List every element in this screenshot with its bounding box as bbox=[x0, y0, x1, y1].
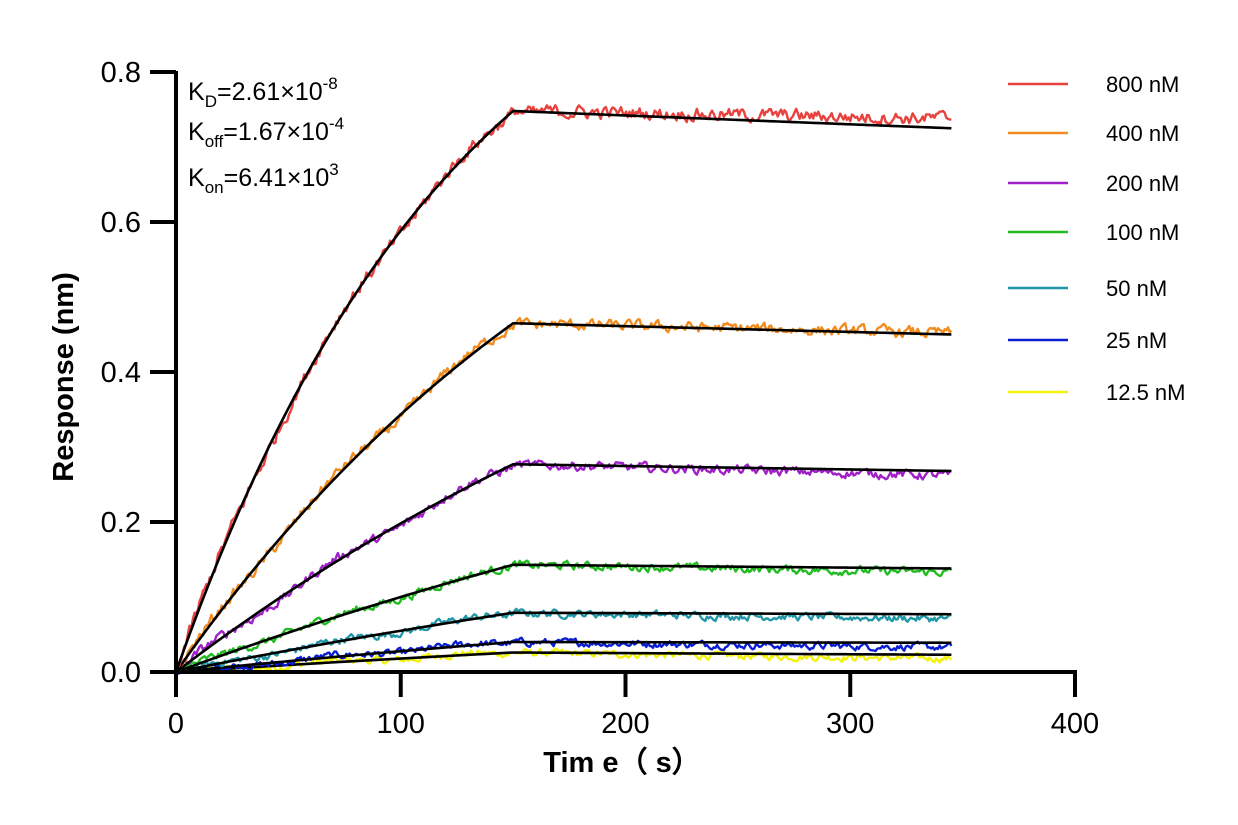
y-tick-label: 0.8 bbox=[101, 57, 141, 89]
plot-area bbox=[174, 104, 953, 675]
fit-200-nM bbox=[175, 462, 952, 674]
fit-25-nM bbox=[175, 640, 952, 674]
x-tick-label: 200 bbox=[601, 708, 649, 740]
legend-label: 25 nM bbox=[1106, 328, 1167, 353]
legend-label: 12.5 nM bbox=[1106, 380, 1186, 405]
x-tick-label: 300 bbox=[826, 708, 874, 740]
kinetic-constant: Koff=1.67×10-4 bbox=[188, 114, 344, 151]
kinetic-constant: Kon=6.41×103 bbox=[188, 160, 339, 197]
fit-400-nM bbox=[174, 321, 952, 673]
legend-label: 400 nM bbox=[1106, 121, 1179, 146]
fit-50-nM bbox=[175, 611, 952, 674]
trace-200-nM bbox=[175, 459, 952, 674]
x-tick-label: 0 bbox=[168, 708, 184, 740]
fit-100-nM bbox=[175, 563, 952, 674]
y-axis-title: Response (nm) bbox=[48, 272, 80, 481]
fit-800-nM bbox=[174, 109, 952, 673]
y-tick-label: 0.4 bbox=[101, 357, 141, 389]
legend-label: 100 nM bbox=[1106, 220, 1179, 245]
x-tick-label: 100 bbox=[377, 708, 425, 740]
legend-label: 200 nM bbox=[1106, 171, 1179, 196]
x-tick-label: 400 bbox=[1051, 708, 1099, 740]
y-tick-label: 0.0 bbox=[101, 657, 141, 689]
legend: 800 nM 400 nM 200 nM 100 nM 50 nM 25 nM 12.5 n… bbox=[1008, 72, 1186, 405]
x-axis-title: Tim e（ s） bbox=[543, 746, 700, 779]
kinetic-constant: KD=2.61×10-8 bbox=[188, 74, 338, 111]
y-tick-label: 0.2 bbox=[101, 507, 141, 539]
y-tick-label: 0.6 bbox=[101, 207, 141, 239]
legend-label: 800 nM bbox=[1106, 72, 1179, 97]
fit-12-5-nM bbox=[175, 651, 952, 674]
y-ticks: 0.0 0.2 0.4 0.6 0.8 bbox=[101, 57, 176, 689]
legend-label: 50 nM bbox=[1106, 276, 1167, 301]
x-ticks: 0 100 200 300 400 bbox=[168, 672, 1099, 740]
